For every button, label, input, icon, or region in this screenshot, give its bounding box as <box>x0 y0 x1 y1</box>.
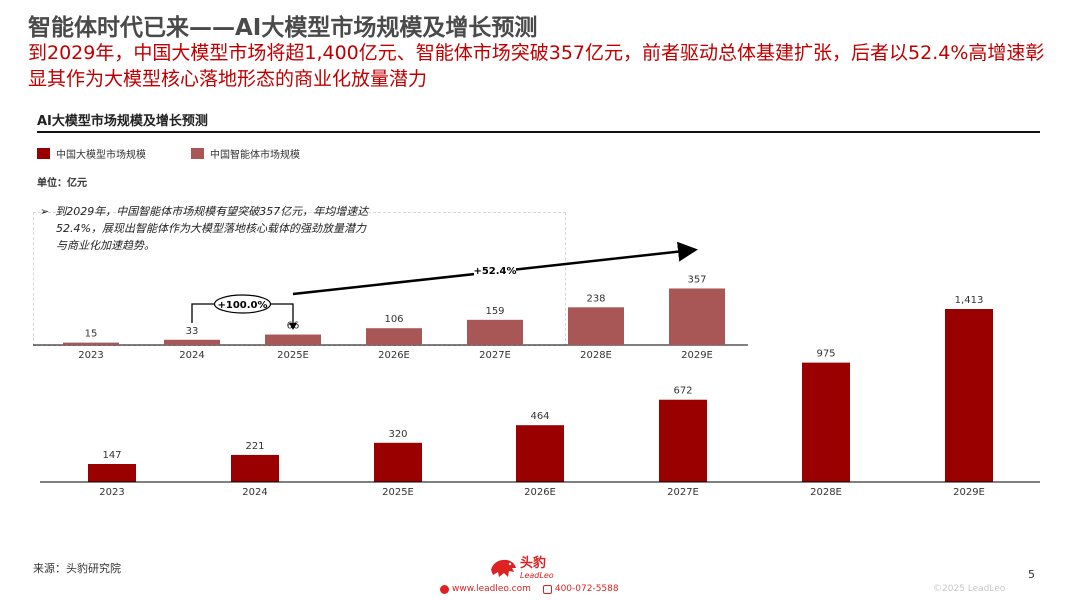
contact-info: www.leadleo.com 400-072-5588 <box>440 584 631 594</box>
llm-tick-label: 2027E <box>667 487 699 498</box>
llm-value-label: 147 <box>102 450 121 461</box>
llm-tick-label: 2029E <box>953 487 985 498</box>
source-note: 来源：头豹研究院 <box>33 562 121 575</box>
legend-label-agent: 中国智能体市场规模 <box>210 150 300 161</box>
phone-icon <box>542 584 552 594</box>
agent-value-label: 106 <box>384 314 403 325</box>
legend-swatch-llm <box>37 148 50 159</box>
llm-value-label: 320 <box>388 429 407 440</box>
phone-text: 400-072-5588 <box>554 584 619 594</box>
agent-value-label: 15 <box>85 329 98 340</box>
agent-tick-label: 2028E <box>580 350 612 361</box>
agent-value-label: 357 <box>687 274 706 285</box>
agent-bar-2023 <box>63 342 119 345</box>
llm-tick-label: 2023 <box>99 487 124 498</box>
agent-value-label: 238 <box>586 293 605 304</box>
leopard-icon <box>488 556 518 580</box>
agent-tick-label: 2025E <box>277 350 309 361</box>
llm-bar-2026E <box>516 425 564 482</box>
legend-item-llm: 中国大模型市场规模 <box>37 146 146 161</box>
agent-bar-2029E <box>669 288 725 345</box>
agent-bar-2025E <box>265 334 321 345</box>
legend-label-llm: 中国大模型市场规模 <box>56 150 146 161</box>
website-text: www.leadleo.com <box>452 584 531 594</box>
llm-value-label: 464 <box>530 411 549 422</box>
callout-bullet-icon: ➢ <box>40 205 50 218</box>
llm-tick-label: 2028E <box>810 487 842 498</box>
callout-line-2: 52.4%，展现出智能体作为大模型落地核心载体的强劲放量潜力 <box>56 222 366 235</box>
website-link[interactable]: www.leadleo.com <box>440 584 531 594</box>
growth-bracket-arrow-icon <box>289 323 297 330</box>
page-number: 5 <box>1028 568 1035 581</box>
llm-tick-label: 2026E <box>524 487 556 498</box>
agent-value-label: 159 <box>485 306 504 317</box>
section-divider <box>37 131 1040 133</box>
callout-line-3: 与商业化加速趋势。 <box>56 239 155 252</box>
agent-tick-label: 2024 <box>179 350 204 361</box>
llm-value-label: 1,413 <box>955 295 984 306</box>
unit-label: 单位：亿元 <box>37 178 87 189</box>
llm-value-label: 975 <box>816 349 835 360</box>
globe-icon <box>440 584 449 594</box>
agent-tick-label: 2027E <box>479 350 511 361</box>
phone-contact: 400-072-5588 <box>542 584 619 594</box>
agent-bar-2028E <box>568 307 624 345</box>
llm-bar-2023 <box>88 464 136 482</box>
growth-badge-label: +100.0% <box>217 300 267 311</box>
section-title: AI大模型市场规模及增长预测 <box>37 114 208 129</box>
agent-tick-label: 2029E <box>681 350 713 361</box>
agent-tick-label: 2023 <box>78 350 103 361</box>
agent-bar-2024 <box>164 339 220 345</box>
legend-swatch-agent <box>191 148 204 159</box>
callout-text: ➢ 到2029年，中国智能体市场规模有望突破357亿元，年均增速达 52.4%，展… <box>40 203 440 254</box>
growth-badge-ellipse <box>213 294 272 314</box>
cagr-label-bg <box>474 262 516 278</box>
llm-bar-2028E <box>802 362 850 482</box>
llm-bar-2027E <box>659 399 707 482</box>
logo-text-cn: 头豹 <box>520 555 547 571</box>
llm-value-label: 672 <box>673 386 692 397</box>
llm-tick-label: 2025E <box>382 487 414 498</box>
copyright: ©2025 LeadLeo <box>933 584 1006 594</box>
llm-tick-label: 2024 <box>242 487 267 498</box>
page-subtitle: 到2029年，中国大模型市场将超1,400亿元、智能体市场突破357亿元，前者驱… <box>28 42 1045 90</box>
leadleo-logo: 头豹 LeadLeo <box>488 556 554 580</box>
llm-bar-2024 <box>231 454 279 482</box>
legend-item-agent: 中国智能体市场规模 <box>191 146 300 161</box>
page-title: 智能体时代已来——AI大模型市场规模及增长预测 <box>28 15 538 41</box>
agent-value-label: 33 <box>186 326 199 337</box>
agent-tick-label: 2026E <box>378 350 410 361</box>
callout-line-1: 到2029年，中国智能体市场规模有望突破357亿元，年均增速达 <box>55 205 369 218</box>
logo-text-en: LeadLeo <box>520 570 554 580</box>
cagr-label: +52.4% <box>473 266 516 277</box>
llm-bar-2029E <box>945 309 993 482</box>
llm-value-label: 221 <box>245 441 264 452</box>
agent-bar-2027E <box>467 319 523 345</box>
agent-bar-2026E <box>366 328 422 345</box>
llm-bar-2025E <box>374 442 422 482</box>
